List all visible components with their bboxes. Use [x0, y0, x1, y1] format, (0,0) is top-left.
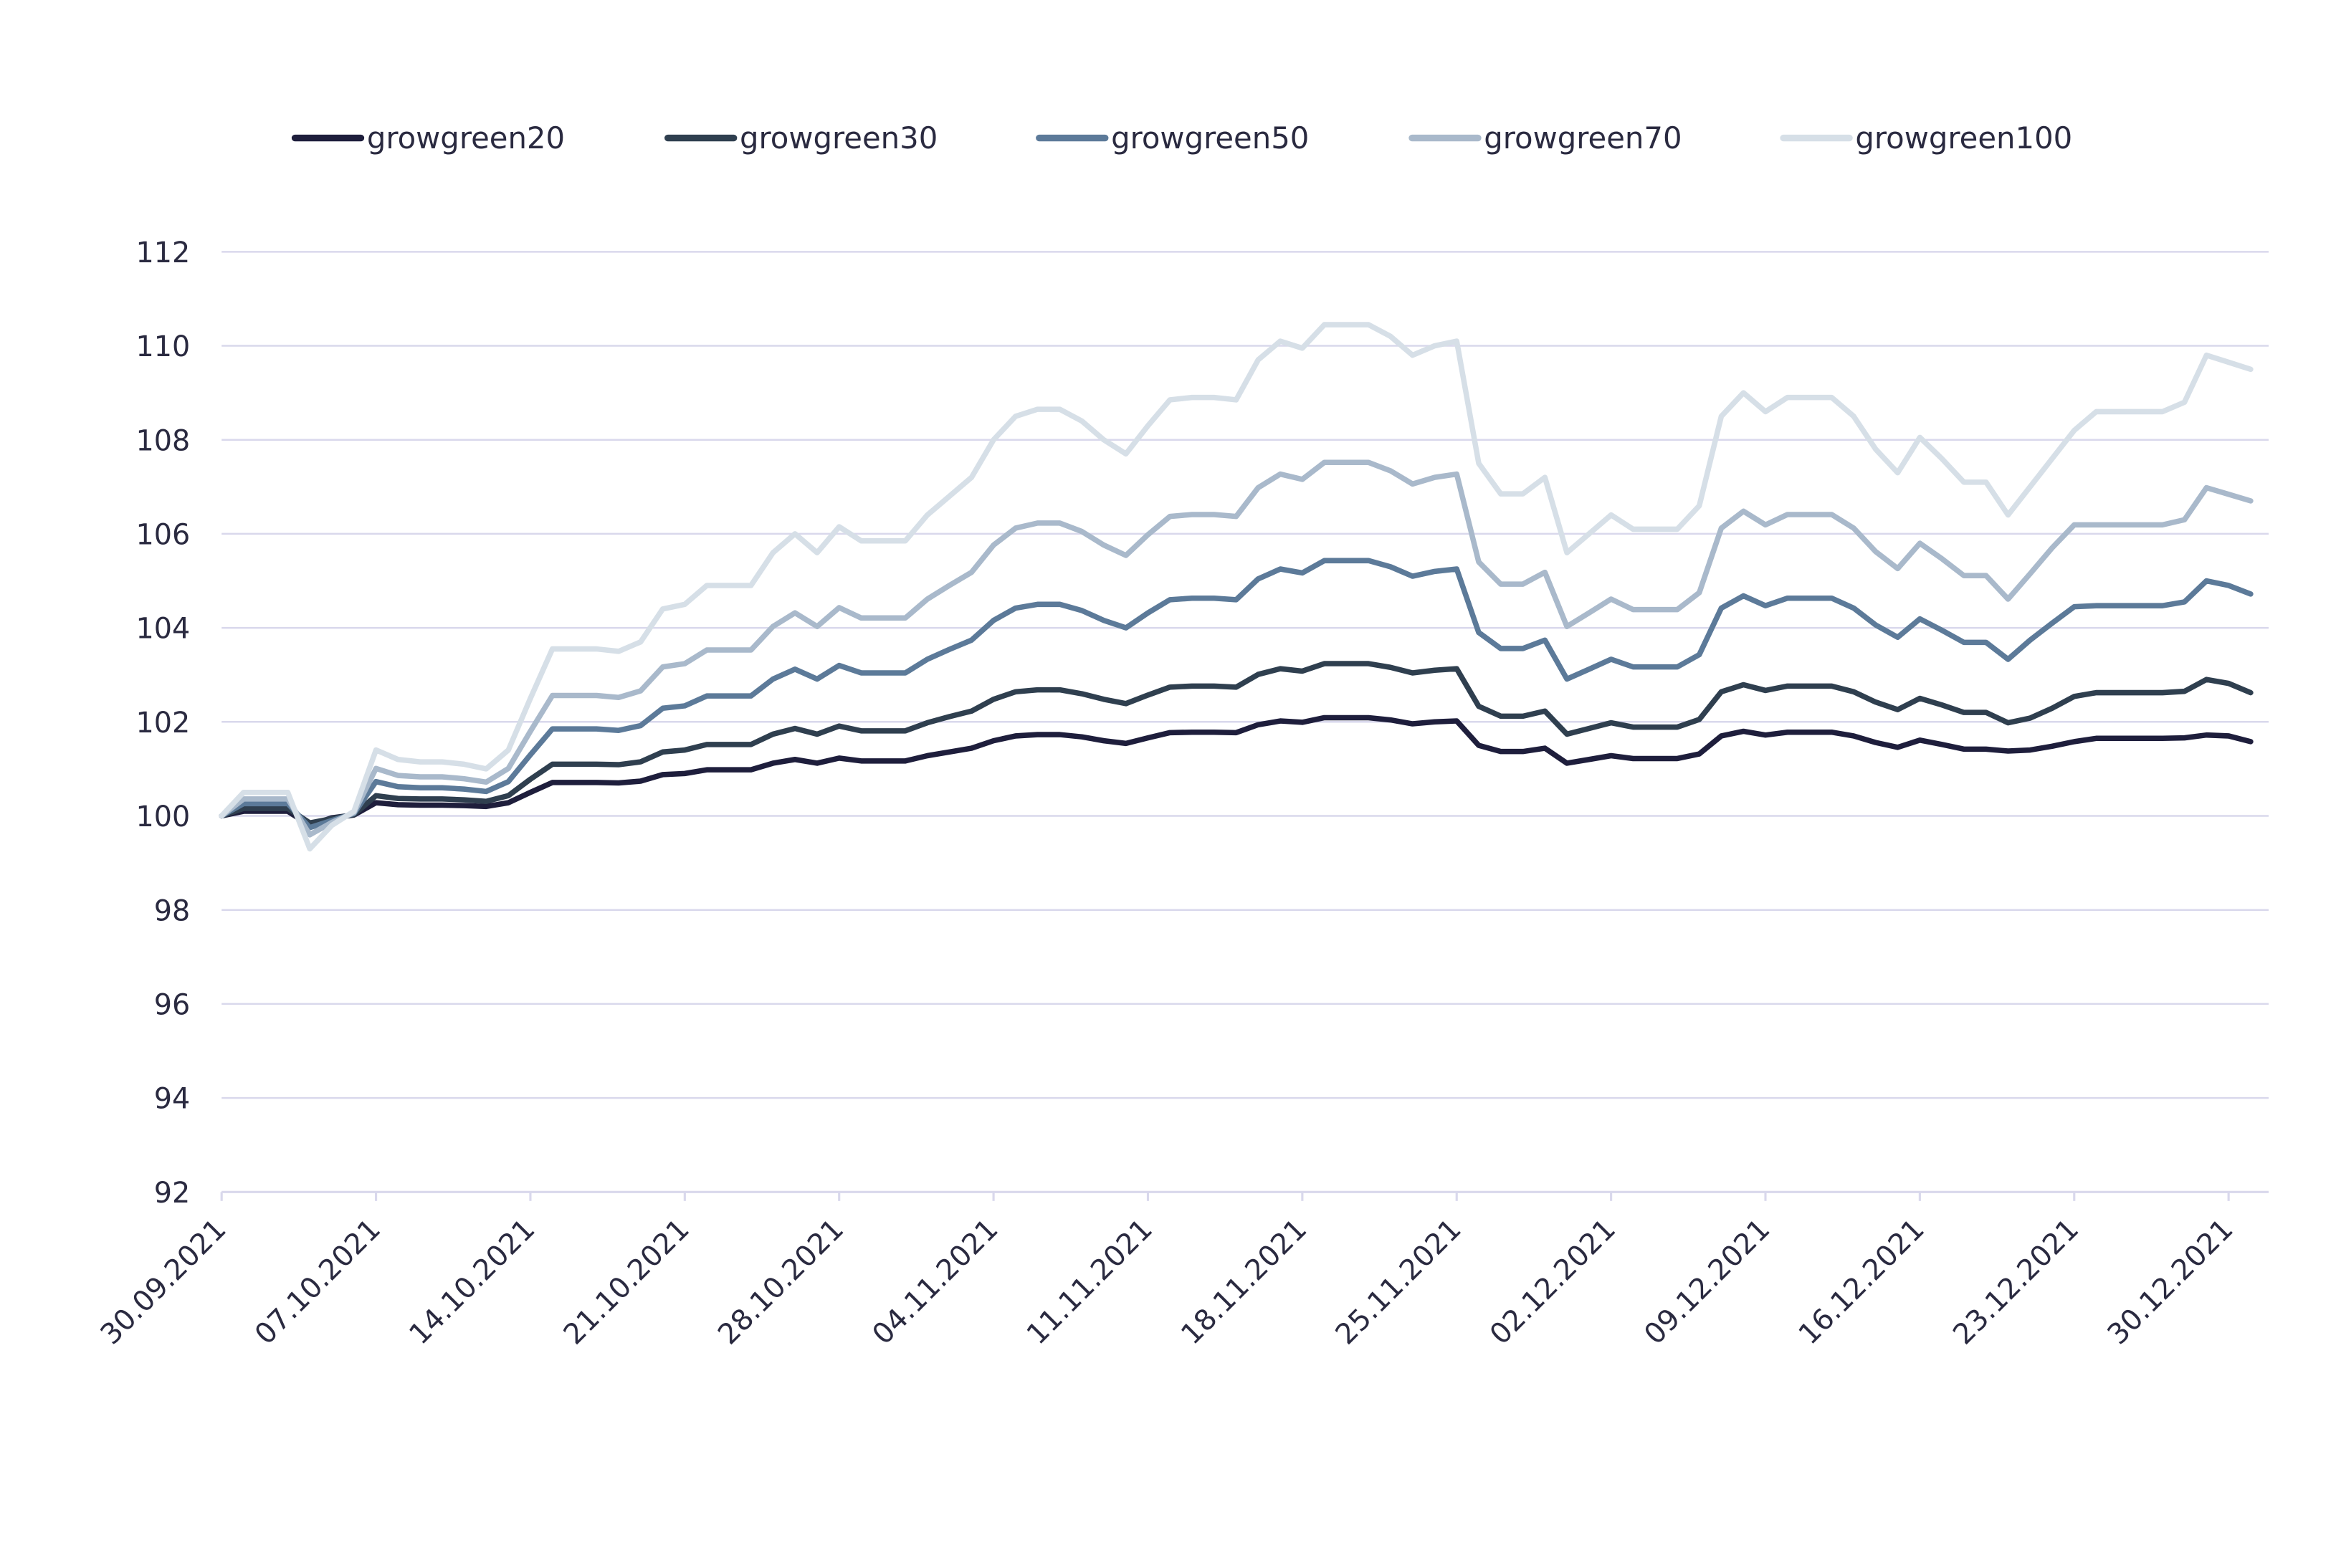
x-tick-label: 18.11.2021 [1175, 1213, 1313, 1351]
x-tick-label: 09.12.2021 [1638, 1213, 1776, 1351]
gridlines [221, 251, 2269, 1193]
series-line-growgreen100 [219, 322, 2254, 852]
y-tick-label: 108 [136, 424, 191, 457]
x-tick-label: 16.12.2021 [1793, 1213, 1931, 1351]
y-tick-label: 110 [136, 330, 191, 363]
x-tick-label: 25.11.2021 [1329, 1213, 1467, 1351]
legend: growgreen20 growgreen30 growgreen50 growgre… [291, 120, 2072, 156]
y-tick-label: 94 [154, 1083, 191, 1116]
series-line-growgreen30 [219, 661, 2254, 826]
x-axis: 30.09.2021 07.10.2021 14.10.2021 21.10.2021… [94, 1190, 2269, 1351]
x-tick-label: 11.11.2021 [1021, 1213, 1159, 1351]
x-tick-label: 14.10.2021 [403, 1213, 541, 1351]
series-lines [219, 322, 2254, 852]
legend-item-growgreen100: growgreen100 [1780, 120, 2072, 156]
y-tick-label: 92 [154, 1177, 191, 1210]
y-tick-label: 102 [136, 707, 191, 740]
y-tick-label: 106 [136, 519, 191, 552]
y-tick-label: 98 [154, 894, 191, 927]
series-line-growgreen20 [219, 714, 2254, 828]
legend-label: growgreen100 [1855, 120, 2072, 156]
legend-item-growgreen20: growgreen20 [291, 120, 565, 156]
x-tick-label: 30.09.2021 [94, 1213, 232, 1351]
y-tick-label: 104 [136, 613, 191, 646]
legend-item-growgreen50: growgreen50 [1036, 120, 1309, 156]
x-tick-label: 07.10.2021 [249, 1213, 387, 1351]
legend-label: growgreen20 [367, 120, 565, 156]
legend-label: growgreen30 [740, 120, 938, 156]
y-tick-label: 96 [154, 989, 191, 1022]
y-tick-label: 112 [136, 236, 191, 269]
x-tick-label: 04.11.2021 [866, 1213, 1004, 1351]
x-tick-label: 23.12.2021 [1947, 1213, 2085, 1351]
y-tick-label: 100 [136, 800, 191, 833]
y-axis-ticks: 92 94 96 98 100 102 104 106 108 110 112 [136, 236, 191, 1210]
legend-label: growgreen50 [1111, 120, 1309, 156]
legend-item-growgreen30: growgreen30 [664, 120, 938, 156]
legend-item-growgreen70: growgreen70 [1408, 120, 1682, 156]
x-tick-label: 30.12.2021 [2101, 1213, 2239, 1351]
series-line-growgreen70 [219, 459, 2254, 838]
series-line-growgreen50 [219, 558, 2254, 831]
x-tick-label: 21.10.2021 [558, 1213, 696, 1351]
x-tick-label: 02.12.2021 [1484, 1213, 1622, 1351]
x-tick-label: 28.10.2021 [712, 1213, 850, 1351]
legend-label: growgreen70 [1484, 120, 1682, 156]
